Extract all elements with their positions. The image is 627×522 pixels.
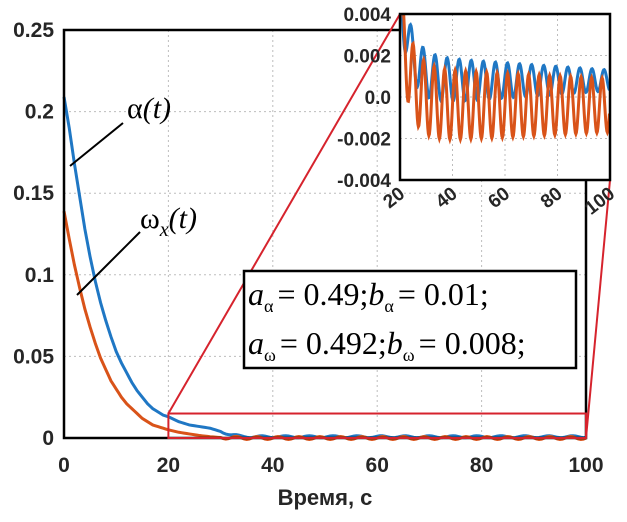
main-x-tick-label: 60	[366, 454, 389, 477]
param-b-omega-value: = 0.008;	[419, 325, 526, 361]
inset-y-tick-label: 0.002	[343, 47, 391, 68]
alpha-annotation: α(t)	[69, 92, 171, 167]
params-line-1: aα = 0.49;bα = 0.01;	[248, 276, 489, 316]
inset-y-tick-label: 0.004	[343, 5, 391, 26]
inset-plot-frame	[398, 12, 612, 182]
main-x-tick-label: 0	[58, 454, 70, 477]
main-x-tick-label: 100	[568, 454, 603, 477]
x-axis-label: Время, с	[278, 485, 373, 510]
main-x-tick-label: 80	[470, 454, 493, 477]
main-y-tick-label: 0	[42, 427, 54, 450]
main-y-tick-label: 0.05	[13, 345, 54, 368]
inset-series-lines	[400, 14, 610, 145]
params-box: aα = 0.49;bα = 0.01; aω = 0.492;bω = 0.008;	[242, 269, 578, 370]
param-a-alpha-value: = 0.49;	[277, 276, 368, 312]
param-a-omega: a	[248, 325, 264, 361]
main-x-tick-label: 20	[157, 454, 180, 477]
main-y-tick-label: 0.1	[25, 264, 55, 287]
alpha-pointer-line	[69, 122, 124, 167]
param-b-omega: b	[387, 325, 403, 361]
alpha-symbol: α	[127, 92, 143, 125]
omega-subscript: x	[159, 219, 169, 241]
inset-series-line	[400, 14, 610, 145]
omega-annotation: ωx(t)	[76, 202, 197, 296]
alpha-label: α(t)	[127, 92, 171, 125]
param-b-alpha-value: = 0.01;	[398, 276, 489, 312]
omega-symbol: ω	[140, 202, 160, 235]
param-b-alpha-sub: α	[384, 296, 394, 316]
omega-pointer-line	[76, 231, 141, 296]
inset-y-tick-label: 0.0	[365, 88, 391, 109]
omega-arg: (t)	[169, 202, 197, 235]
main-y-tick-label: 0.25	[13, 19, 54, 42]
zoom-indicator	[167, 13, 611, 439]
zoom-connector-right	[585, 179, 611, 439]
params-line-2: aω = 0.492;bω = 0.008;	[248, 325, 526, 365]
inset-y-tick-label: -0.002	[337, 130, 391, 151]
param-a-alpha-sub: α	[264, 296, 274, 316]
main-y-tick-label: 0.15	[13, 182, 54, 205]
inset-y-tick-label: -0.004	[337, 171, 391, 192]
param-b-omega-sub: ω	[403, 345, 415, 365]
param-a-alpha: a	[248, 276, 264, 312]
param-a-omega-value: = 0.492;	[280, 325, 387, 361]
zoom-connector-left	[167, 13, 401, 415]
param-b-alpha: b	[368, 276, 384, 312]
main-x-tick-label: 40	[261, 454, 284, 477]
main-y-tick-label: 0.2	[25, 101, 54, 124]
zoom-box	[167, 412, 587, 439]
param-a-omega-sub: ω	[264, 345, 276, 365]
params-box-frame	[242, 269, 578, 370]
inset-series-line	[400, 14, 610, 104]
omega-label: ωx(t)	[140, 202, 197, 241]
alpha-arg: (t)	[143, 92, 171, 125]
main-tick-labels: 0 20 40 60 80 100 0 0.05 0.1 0.15 0.2 0.25	[13, 19, 603, 477]
